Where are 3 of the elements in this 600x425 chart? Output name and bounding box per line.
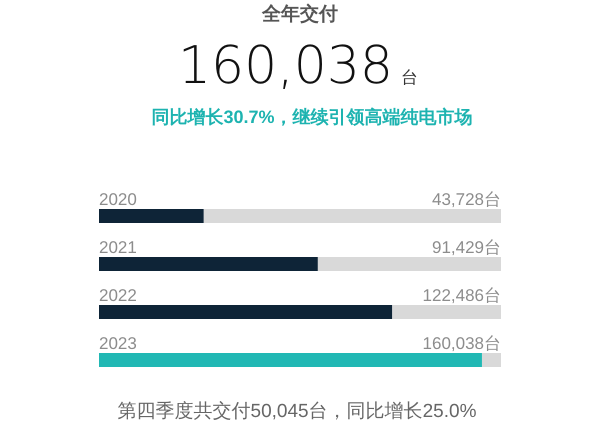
subtitle: 同比增长30.7%，继续引领高端纯电市场 — [151, 107, 473, 127]
annotation: 第四季度共交付50,045台，同比增长25.0% — [118, 401, 476, 422]
title: 全年交付 — [262, 4, 338, 25]
